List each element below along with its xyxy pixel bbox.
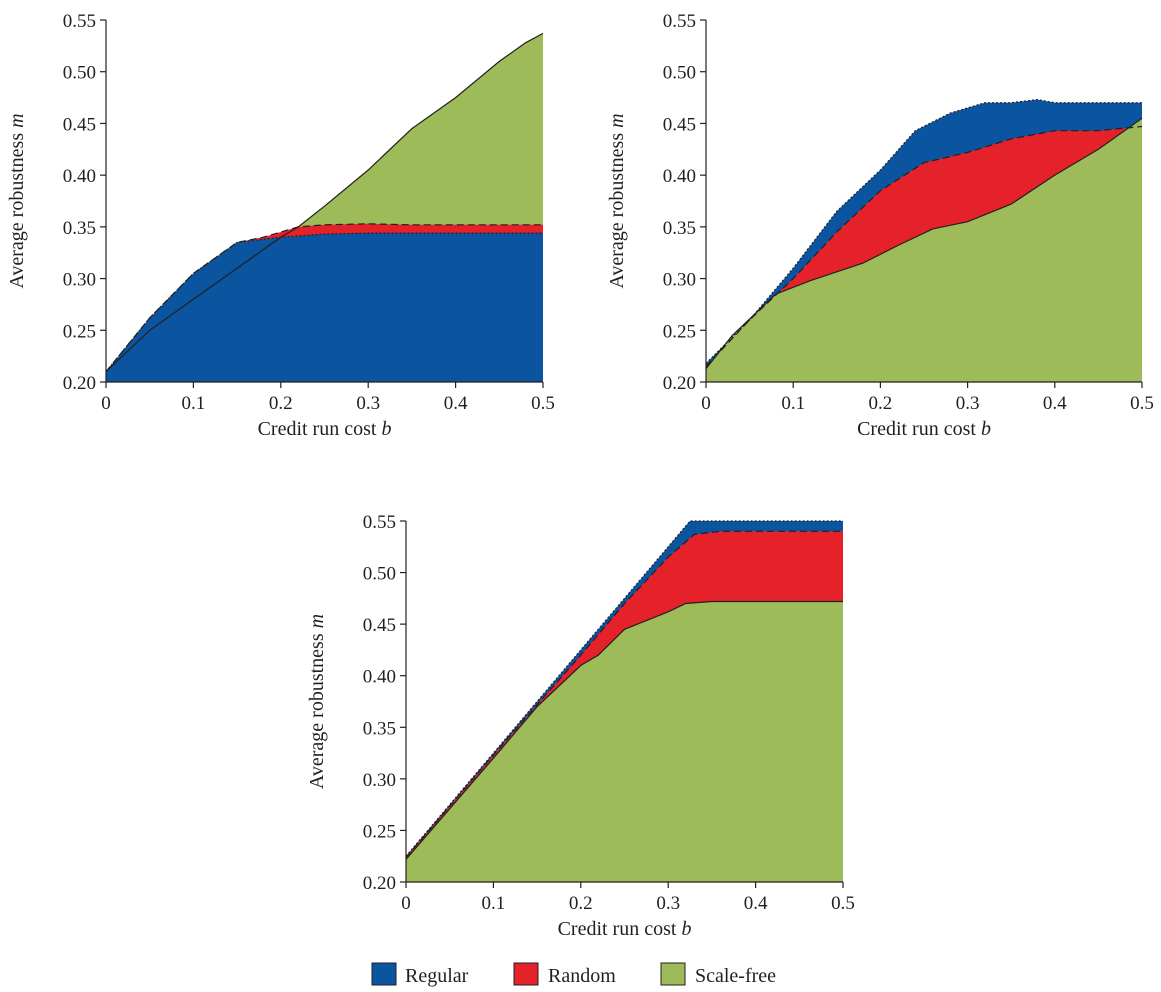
legend-item-regular: Regular (371, 962, 469, 987)
x-axis-label: Credit run cost b (857, 418, 991, 440)
legend: Regular Random Scale-free (371, 962, 776, 987)
area-scale-free (706, 118, 1142, 383)
x-tick-label: 0 (401, 893, 411, 914)
y-tick-label: 0.20 (63, 373, 96, 394)
y-tick-label: 0.45 (663, 114, 696, 135)
x-axis-label: Credit run cost b (258, 418, 392, 440)
x-tick-label: 0.2 (569, 893, 593, 914)
y-axis-label: Average robustness m (6, 113, 28, 288)
y-tick-label: 0.30 (363, 770, 396, 791)
legend-item-random: Random (513, 962, 616, 987)
y-tick-label: 0.20 (663, 373, 696, 394)
x-tick-label: 0.4 (744, 893, 768, 914)
y-axis-label: Average robustness m (306, 614, 328, 789)
y-tick-label: 0.40 (363, 667, 396, 688)
y-tick-label: 0.35 (363, 718, 396, 739)
x-tick-label: 0.3 (356, 393, 380, 414)
legend-swatch-random (513, 962, 539, 986)
y-tick-label: 0.20 (363, 873, 396, 894)
y-tick-label: 0.45 (63, 114, 96, 135)
x-tick-label: 0.5 (831, 893, 855, 914)
y-tick-label: 0.35 (663, 218, 696, 239)
chart-panel-2: 0.20 0.25 0.30 0.35 0.40 0.45 0.50 0.55 0 0.1 0.2 0… (606, 11, 1154, 440)
x-tick-label: 0.5 (531, 393, 555, 414)
legend-swatch-regular (371, 962, 397, 986)
legend-item-scale-free: Scale-free (660, 962, 776, 987)
area-scale-free (406, 601, 843, 882)
x-tick-label: 0.4 (1043, 393, 1067, 414)
y-tick-label: 0.50 (63, 63, 96, 84)
line-regular (105, 232, 543, 373)
line-regular (705, 98, 1142, 364)
x-tick-label: 0.1 (482, 893, 506, 914)
y-tick-label: 0.25 (663, 321, 696, 342)
y-tick-label: 0.55 (663, 11, 696, 32)
legend-swatch-scale-free (660, 962, 686, 986)
y-tick-label: 0.25 (63, 321, 96, 342)
x-tick-label: 0.1 (781, 393, 805, 414)
y-tick-label: 0.55 (63, 11, 96, 32)
y-tick-label: 0.50 (363, 564, 396, 585)
line-scale-free (105, 32, 544, 373)
y-tick-label: 0.25 (363, 821, 396, 842)
y-tick-label: 0.40 (63, 166, 96, 187)
line-random (405, 530, 843, 858)
y-tick-label: 0.30 (63, 270, 96, 291)
chart-panel-3: 0.20 0.25 0.30 0.35 0.40 0.45 0.50 0.55 0 0.1 0.2 0… (306, 512, 855, 940)
x-tick-label: 0.4 (444, 393, 468, 414)
chart-panel-1: 0.20 0.25 0.30 0.35 0.40 0.45 0.50 0.55 0 0.1 0.2 0… (6, 11, 555, 440)
x-tick-label: 0.3 (656, 893, 680, 914)
x-tick-label: 0 (701, 393, 711, 414)
line-random (105, 223, 543, 373)
x-tick-label: 0.2 (869, 393, 893, 414)
legend-label-scale-free: Scale-free (695, 965, 776, 987)
x-tick-label: 0.3 (956, 393, 980, 414)
x-tick-label: 0.2 (269, 393, 293, 414)
y-tick-label: 0.35 (63, 218, 96, 239)
y-tick-label: 0.45 (363, 615, 396, 636)
line-scale-free (405, 600, 843, 860)
area-regular (106, 233, 543, 382)
y-tick-label: 0.50 (663, 63, 696, 84)
y-tick-label: 0.30 (663, 270, 696, 291)
x-axis-label: Credit run cost b (558, 918, 692, 940)
x-tick-label: 0.1 (182, 393, 206, 414)
x-tick-label: 0.5 (1130, 393, 1154, 414)
legend-label-random: Random (548, 965, 616, 987)
x-tick-label: 0 (101, 393, 111, 414)
line-regular (405, 520, 843, 857)
y-axis-label: Average robustness m (606, 113, 628, 288)
line-scale-free (705, 117, 1143, 369)
legend-label-regular: Regular (405, 965, 469, 987)
y-tick-label: 0.40 (663, 166, 696, 187)
y-tick-label: 0.55 (363, 512, 396, 533)
